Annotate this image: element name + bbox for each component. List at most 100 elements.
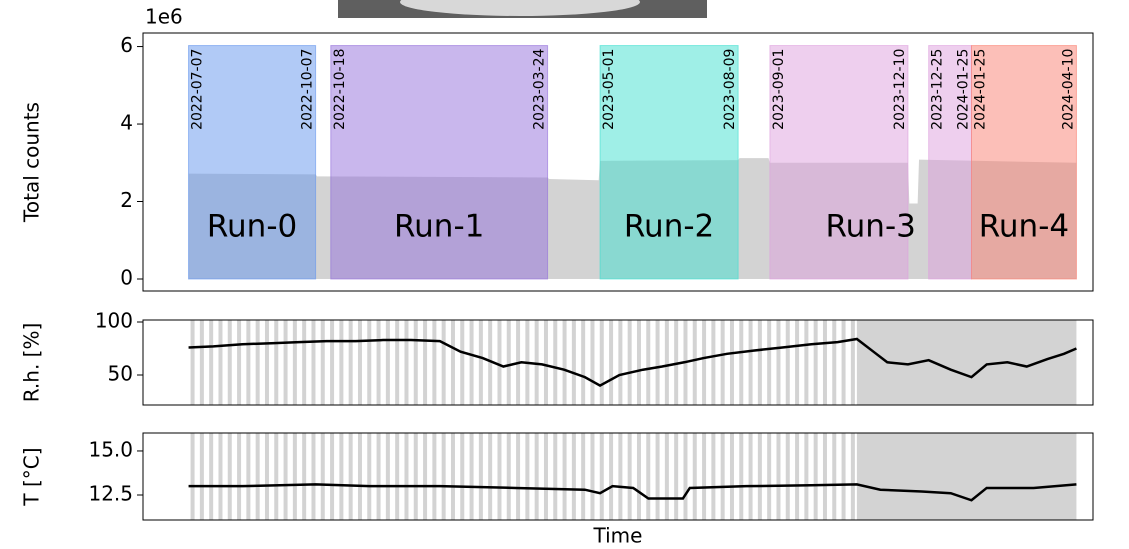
stripe (581, 320, 586, 405)
stripe (832, 433, 837, 520)
stripe (813, 433, 818, 520)
axes-frame (142, 32, 1094, 292)
stripe (822, 320, 827, 405)
stripe (302, 433, 307, 520)
stripe (711, 433, 716, 520)
stripe (246, 433, 251, 520)
stripe (739, 320, 744, 405)
stripe (404, 433, 409, 520)
stripe (488, 433, 493, 520)
stripe (692, 433, 697, 520)
stripe (469, 433, 474, 520)
stripe (357, 433, 362, 520)
run-start-date: 2023-09-01 (771, 49, 787, 130)
stripe (729, 320, 734, 405)
stripe (432, 433, 437, 520)
stripe (757, 320, 762, 405)
stripe (534, 433, 539, 520)
stripe (655, 433, 660, 520)
y-offset-label: 1e6 (145, 5, 183, 29)
stripe (367, 320, 372, 405)
run-label: Run-1 (394, 209, 484, 245)
stripe (627, 320, 632, 405)
stripe (618, 433, 623, 520)
stripe (571, 433, 576, 520)
photo-object (400, 0, 640, 16)
run-start-date: 2024-01-25 (972, 49, 988, 130)
stripe (729, 433, 734, 520)
stripe (311, 320, 316, 405)
stripe (674, 433, 679, 520)
run-end-date: 2024-01-25 (955, 49, 971, 130)
y-tick-label: 4 (120, 111, 133, 135)
stripe (590, 320, 595, 405)
stripe (618, 320, 623, 405)
y-axis-label: Total counts (20, 102, 44, 223)
stripe (599, 320, 604, 405)
y-tick-label: 100 (95, 309, 133, 333)
stripe (702, 320, 707, 405)
stripe (264, 433, 269, 520)
stripe (795, 320, 800, 405)
stripe (469, 320, 474, 405)
stripe (413, 433, 418, 520)
stripe (599, 433, 604, 520)
run-span (330, 45, 549, 280)
stripe (804, 320, 809, 405)
run-start-date: 2022-10-18 (332, 49, 348, 130)
series-line (188, 337, 1077, 388)
stripe (609, 433, 614, 520)
y-tick-label: 0 (120, 265, 133, 289)
y-tick-label: 50 (108, 362, 133, 386)
stripe (516, 433, 521, 520)
stripe (804, 433, 809, 520)
stripe (209, 320, 214, 405)
stripe (850, 433, 855, 520)
stripe (720, 433, 725, 520)
stripe (348, 320, 353, 405)
run-label: Run-2 (624, 209, 714, 245)
stripe (460, 433, 465, 520)
stripe (320, 433, 325, 520)
stripe (822, 433, 827, 520)
stripe (646, 433, 651, 520)
axes-frame (142, 319, 1094, 406)
stripe (590, 433, 595, 520)
stripe (199, 433, 204, 520)
stripe (497, 320, 502, 405)
stripe (385, 433, 390, 520)
stripe (757, 433, 762, 520)
y-tick-label: 6 (120, 33, 133, 57)
stripe (748, 433, 753, 520)
stripe (636, 320, 641, 405)
stripe (571, 320, 576, 405)
stripe (274, 320, 279, 405)
stripe (776, 433, 781, 520)
stripe (432, 320, 437, 405)
run-end-date: 2023-12-10 (892, 49, 908, 130)
stripe (246, 320, 251, 405)
stripe (227, 433, 232, 520)
stripe (739, 433, 744, 520)
stripe (330, 433, 335, 520)
stripe (478, 320, 483, 405)
run-span (769, 45, 909, 280)
axes-frame (142, 432, 1094, 521)
run-start-date: 2022-07-07 (190, 49, 206, 130)
stripe (311, 433, 316, 520)
stripe (664, 320, 669, 405)
stripe (395, 433, 400, 520)
run-span (970, 45, 1077, 280)
stripe (488, 320, 493, 405)
run-start-date: 2023-05-01 (601, 49, 617, 130)
shaded-period (856, 433, 1077, 520)
stripe (534, 320, 539, 405)
stripe (264, 320, 269, 405)
run-start-date: 2023-12-25 (930, 49, 946, 130)
stripe (348, 433, 353, 520)
y-tick-label: 2 (120, 188, 133, 212)
stripe (302, 320, 307, 405)
stripe (841, 320, 846, 405)
run-end-date: 2022-10-07 (300, 49, 316, 130)
